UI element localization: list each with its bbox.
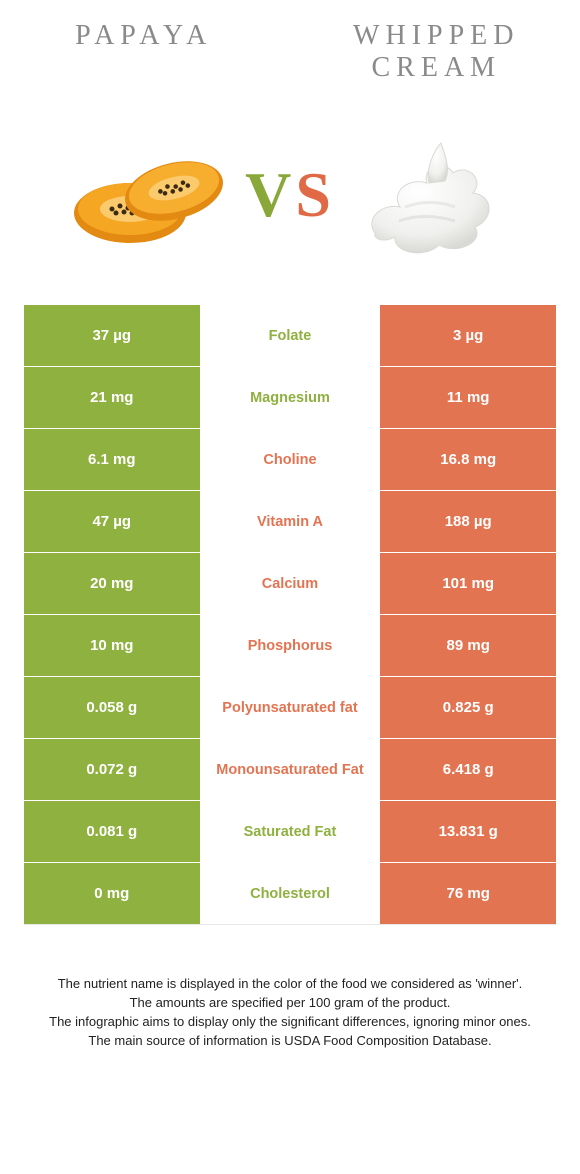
footer-line-1: The nutrient name is displayed in the co… [36,975,544,994]
right-value: 6.418 g [380,739,556,800]
left-value: 47 µg [24,491,200,552]
nutrient-name: Cholesterol [200,863,381,924]
nutrient-name: Folate [200,305,381,366]
nutrient-name: Magnesium [200,367,381,428]
footer-line-3: The infographic aims to display only the… [36,1013,544,1032]
nutrient-name: Phosphorus [200,615,381,676]
papaya-icon [70,135,230,255]
right-value: 89 mg [380,615,556,676]
table-row: 10 mgPhosphorus89 mg [24,614,556,676]
header: PAPAYA WHIPPED CREAM [24,20,556,100]
left-value: 0.072 g [24,739,200,800]
nutrient-name: Choline [200,429,381,490]
left-value: 0.058 g [24,677,200,738]
table-row: 0 mgCholesterol76 mg [24,862,556,924]
table-row: 0.081 gSaturated Fat13.831 g [24,800,556,862]
right-value: 13.831 g [380,801,556,862]
left-value: 0.081 g [24,801,200,862]
footer-line-4: The main source of information is USDA F… [36,1032,544,1051]
left-title: PAPAYA [24,20,263,52]
right-value: 101 mg [380,553,556,614]
table-row: 0.072 gMonounsaturated Fat6.418 g [24,738,556,800]
right-title: WHIPPED CREAM [317,20,556,84]
papaya-image [65,120,235,270]
table-row: 47 µgVitamin A188 µg [24,490,556,552]
table-row: 20 mgCalcium101 mg [24,552,556,614]
left-value: 10 mg [24,615,200,676]
right-value: 11 mg [380,367,556,428]
nutrient-name: Polyunsaturated fat [200,677,381,738]
vs-label: VS [245,158,335,232]
table-row: 6.1 mgCholine16.8 mg [24,428,556,490]
footer-line-2: The amounts are specified per 100 gram o… [36,994,544,1013]
vs-s: S [295,158,335,232]
table-row: 0.058 gPolyunsaturated fat0.825 g [24,676,556,738]
left-value: 37 µg [24,305,200,366]
nutrient-name: Monounsaturated Fat [200,739,381,800]
images-row: VS [24,110,556,280]
right-value: 3 µg [380,305,556,366]
nutrient-name: Vitamin A [200,491,381,552]
left-value: 0 mg [24,863,200,924]
left-value: 21 mg [24,367,200,428]
nutrient-name: Saturated Fat [200,801,381,862]
right-value: 76 mg [380,863,556,924]
footer-notes: The nutrient name is displayed in the co… [24,975,556,1050]
right-value: 0.825 g [380,677,556,738]
whipped-cream-icon [355,125,505,265]
right-value: 16.8 mg [380,429,556,490]
left-value: 6.1 mg [24,429,200,490]
left-value: 20 mg [24,553,200,614]
right-value: 188 µg [380,491,556,552]
nutrient-name: Calcium [200,553,381,614]
whipped-cream-image [345,120,515,270]
vs-v: V [245,158,295,232]
comparison-table: 37 µgFolate3 µg21 mgMagnesium11 mg6.1 mg… [24,304,556,925]
table-row: 37 µgFolate3 µg [24,304,556,366]
table-row: 21 mgMagnesium11 mg [24,366,556,428]
